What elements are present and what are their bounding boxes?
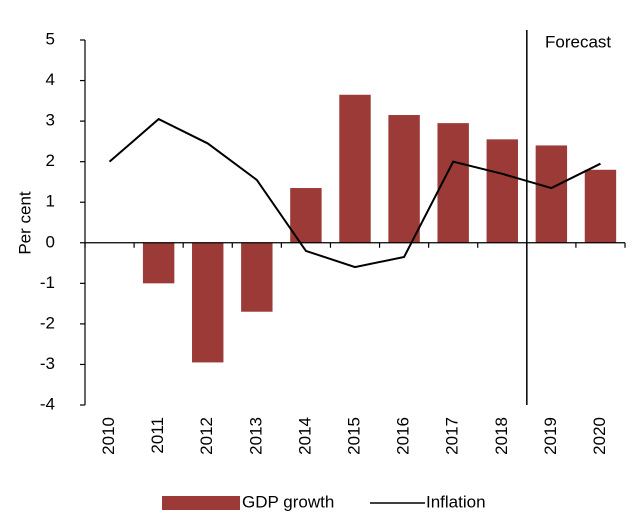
- y-tick-label: 2: [46, 151, 55, 170]
- y-tick-label: 3: [46, 111, 55, 130]
- x-tick-label: 2019: [541, 417, 560, 455]
- y-tick-label: -3: [40, 354, 55, 373]
- x-tick-label: 2011: [148, 417, 167, 454]
- y-tick-label: 4: [46, 70, 55, 89]
- bar: [388, 115, 420, 243]
- bar: [142, 242, 175, 284]
- y-tick-label: -4: [40, 394, 55, 413]
- y-tick-label: 5: [46, 29, 55, 48]
- x-tick-label: 2017: [443, 417, 462, 455]
- bar: [290, 188, 322, 243]
- x-tick-label: 2010: [99, 417, 118, 455]
- legend-label: GDP growth: [242, 492, 334, 511]
- x-tick-label: 2015: [344, 417, 363, 455]
- y-axis-label: Per cent: [15, 191, 34, 255]
- y-tick-label: 1: [46, 192, 55, 211]
- bar: [535, 145, 568, 243]
- legend-label: Inflation: [426, 492, 486, 511]
- bar: [241, 242, 273, 312]
- bar: [339, 94, 371, 243]
- annotation: Forecast: [545, 32, 611, 51]
- x-tick-label: 2020: [590, 417, 609, 455]
- bar: [486, 139, 518, 243]
- x-tick-label: 2016: [394, 417, 413, 455]
- y-tick-label: 0: [46, 232, 55, 251]
- y-tick-label: -1: [40, 273, 55, 292]
- bar: [584, 169, 617, 243]
- line: [108, 117, 601, 269]
- x-tick-label: 2014: [295, 417, 314, 455]
- bar: [192, 242, 224, 363]
- y-tick-label: -2: [40, 313, 55, 332]
- x-tick-label: 2012: [197, 417, 216, 455]
- x-tick-label: 2013: [246, 417, 265, 455]
- x-tick-label: 2018: [492, 417, 511, 455]
- legend-swatch: [162, 496, 240, 510]
